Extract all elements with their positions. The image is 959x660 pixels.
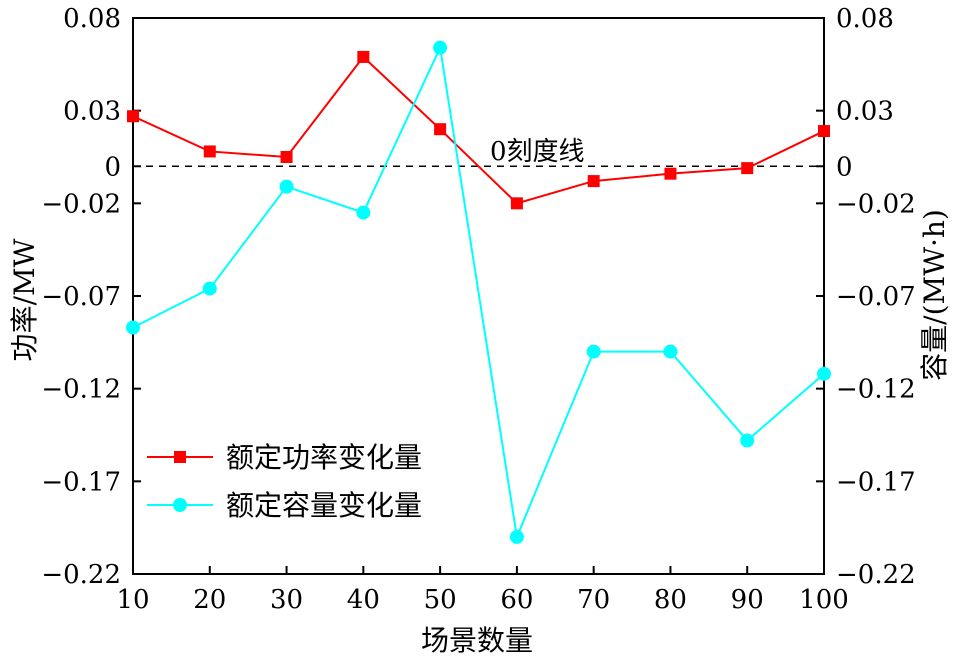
data-point — [510, 197, 523, 210]
left-y-axis-title: 功率/MW — [8, 238, 41, 361]
zero-line-label: 0刻度线 — [490, 137, 585, 167]
x-ticks: 10 20 30 40 50 60 70 80 90 100 — [116, 566, 849, 615]
x-tick-label: 80 — [654, 585, 687, 615]
left-y-tick-label: −0.02 — [41, 189, 121, 219]
x-axis-title: 场景数量 — [421, 624, 533, 657]
data-point — [126, 320, 140, 335]
right-y-tick-label: 0.03 — [836, 97, 894, 127]
x-tick-label: 30 — [270, 585, 303, 615]
x-tick-label: 40 — [347, 585, 380, 615]
series-2 — [126, 40, 831, 544]
right-y-tick-label: −0.22 — [836, 560, 916, 590]
data-point — [279, 179, 294, 194]
x-tick-label: 60 — [500, 585, 533, 615]
legend-item: 额定功率变化量 — [147, 441, 422, 474]
right-y-tick-label: −0.07 — [836, 282, 916, 312]
legend-label: 额定功率变化量 — [226, 441, 422, 474]
data-point — [740, 433, 755, 448]
data-point — [587, 175, 600, 188]
data-point — [509, 529, 524, 544]
data-point — [434, 123, 447, 136]
data-point — [357, 50, 370, 63]
data-point — [586, 344, 601, 359]
x-tick-label: 100 — [799, 585, 849, 615]
x-tick-label: 50 — [424, 585, 457, 615]
left-y-tick-label: 0.08 — [63, 4, 121, 34]
right-y-axis-title: 容量/(MW·h) — [918, 209, 951, 381]
left-y-tick-label: −0.22 — [41, 560, 121, 590]
x-tick-label: 20 — [193, 585, 226, 615]
right-y-ticks: 0.08 0.03 0 −0.02 −0.07 −0.12 −0.17 −0.22 — [816, 4, 916, 590]
x-tick-label: 70 — [577, 585, 610, 615]
left-y-tick-label: −0.07 — [41, 282, 121, 312]
data-point — [664, 167, 677, 180]
right-y-tick-label: 0.08 — [836, 4, 894, 34]
x-tick-label: 90 — [731, 585, 764, 615]
legend-label: 额定容量变化量 — [226, 489, 422, 522]
right-y-tick-label: −0.02 — [836, 189, 916, 219]
data-point — [663, 344, 678, 359]
series-layer — [126, 40, 831, 544]
data-point — [127, 110, 139, 123]
left-y-tick-label: −0.17 — [41, 467, 121, 497]
legend-marker — [173, 498, 187, 512]
legend-marker — [174, 451, 186, 463]
data-point — [433, 40, 448, 55]
data-point — [202, 281, 217, 296]
data-point — [818, 125, 830, 138]
data-point — [203, 145, 216, 158]
x-tick-label: 10 — [116, 585, 149, 615]
data-point — [741, 162, 754, 175]
series-line — [132, 55, 825, 205]
series-1 — [127, 50, 830, 210]
legend-item: 额定容量变化量 — [147, 489, 422, 522]
left-y-tick-label: 0.03 — [63, 97, 121, 127]
left-y-ticks: 0.08 0.03 0 −0.02 −0.07 −0.12 −0.17 −0.22 — [41, 4, 141, 590]
right-y-tick-label: −0.12 — [836, 375, 916, 405]
data-point — [356, 205, 371, 220]
right-y-tick-label: 0 — [836, 152, 853, 182]
data-point — [280, 151, 293, 163]
data-point — [817, 366, 831, 381]
series-line — [132, 44, 825, 541]
right-y-tick-label: −0.17 — [836, 467, 916, 497]
left-y-tick-label: −0.12 — [41, 375, 121, 405]
left-y-tick-label: 0 — [104, 152, 121, 182]
